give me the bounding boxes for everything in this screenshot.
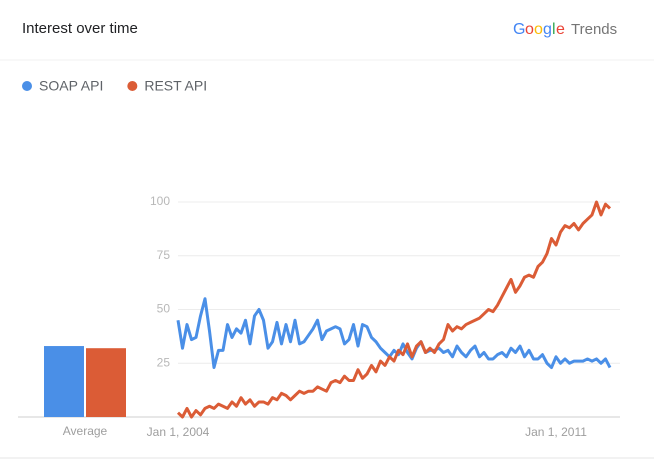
- y-tick-label: 75: [157, 248, 171, 262]
- average-label: Average: [63, 424, 108, 438]
- card-title: Interest over time: [22, 20, 138, 37]
- legend-marker: [127, 81, 138, 91]
- series-line: [176, 200, 612, 419]
- brand-letter: G: [513, 21, 525, 38]
- brand-suffix: Trends: [571, 21, 617, 38]
- brand-letter: o: [525, 21, 534, 38]
- series-line: [176, 297, 612, 370]
- brand-letter: l: [552, 21, 556, 38]
- x-tick-label: Jan 1, 2011: [525, 425, 587, 439]
- y-tick-label: 25: [157, 355, 171, 369]
- brand-letter: o: [534, 21, 543, 38]
- average-bar: [86, 348, 126, 417]
- legend-label: SOAP API: [39, 78, 103, 94]
- x-tick-label: Jan 1, 2004: [147, 425, 210, 439]
- average-bar: [44, 346, 84, 417]
- brand-letter: g: [543, 21, 552, 38]
- y-tick-label: 100: [150, 194, 170, 208]
- legend-marker: [22, 81, 32, 91]
- legend-label: REST API: [144, 78, 207, 94]
- brand-letter: e: [556, 21, 565, 38]
- y-tick-label: 50: [157, 302, 171, 316]
